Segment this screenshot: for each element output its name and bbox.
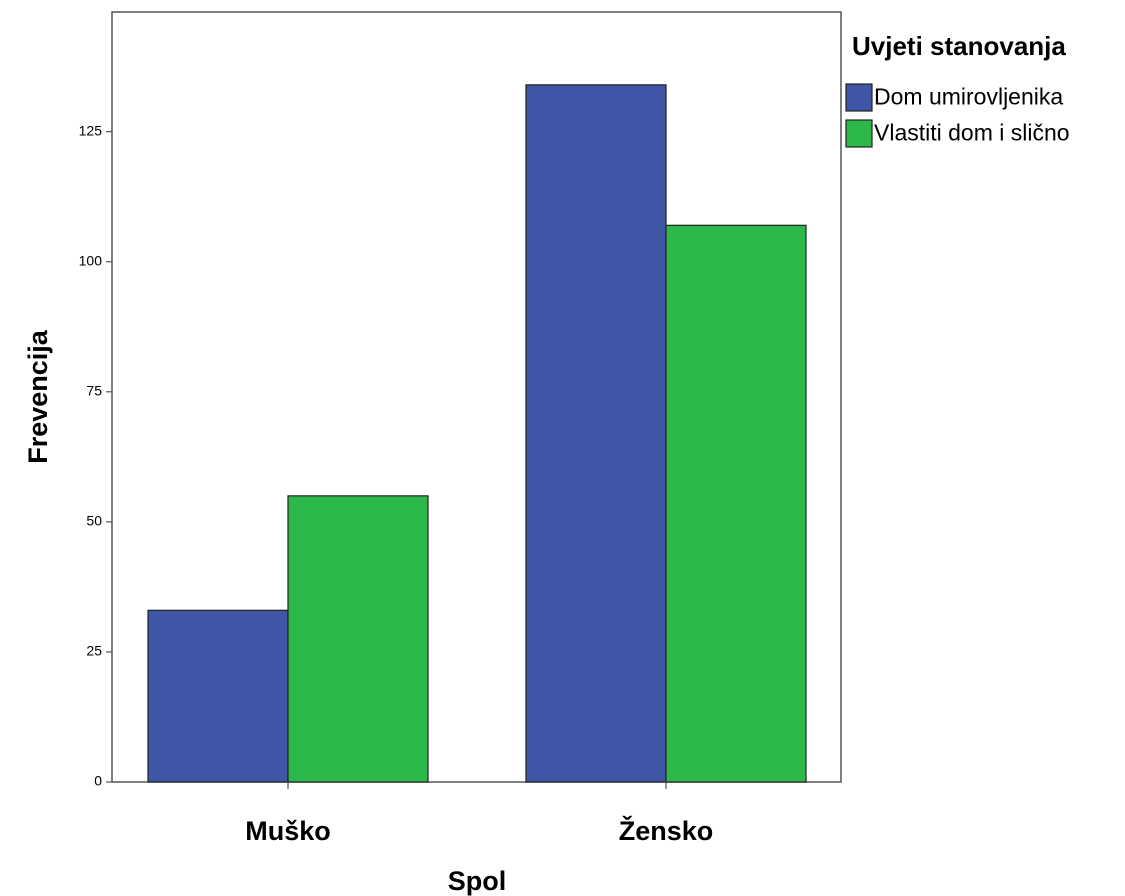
y-axis: 0 25 50 75 100 125 (79, 122, 112, 789)
y-tick-label: 25 (86, 643, 102, 659)
legend-title: Uvjeti stanovanja (852, 31, 1066, 61)
bar-dom-umirovljenika-1 (525, 84, 667, 783)
x-tick-label: Muško (245, 816, 331, 846)
legend-label: Vlastiti dom i slično (874, 120, 1070, 146)
legend-label: Dom umirovljenika (874, 84, 1063, 110)
y-axis-title: Frevencija (23, 329, 53, 464)
y-tick-label: 50 (86, 513, 102, 529)
x-axis: Muško Žensko (245, 782, 713, 846)
bars (147, 84, 807, 783)
legend-items: Dom umirovljenika Vlastiti dom i slično (845, 83, 1070, 148)
y-tick-label: 100 (79, 252, 103, 268)
y-tick-label: 0 (94, 773, 102, 789)
bar-dom-umirovljenika-0 (147, 609, 289, 783)
legend-swatch (845, 83, 873, 112)
x-tick-label: Žensko (619, 815, 714, 846)
legend-swatch (845, 119, 873, 148)
legend: Uvjeti stanovanja Dom umirovljenika Vlast… (845, 31, 1070, 148)
bar-vlastiti-dom-0 (287, 495, 429, 783)
bar-vlastiti-dom-1 (665, 224, 807, 783)
y-tick-label: 75 (86, 383, 102, 399)
y-tick-label: 125 (79, 122, 103, 138)
x-axis-title: Spol (448, 866, 507, 896)
